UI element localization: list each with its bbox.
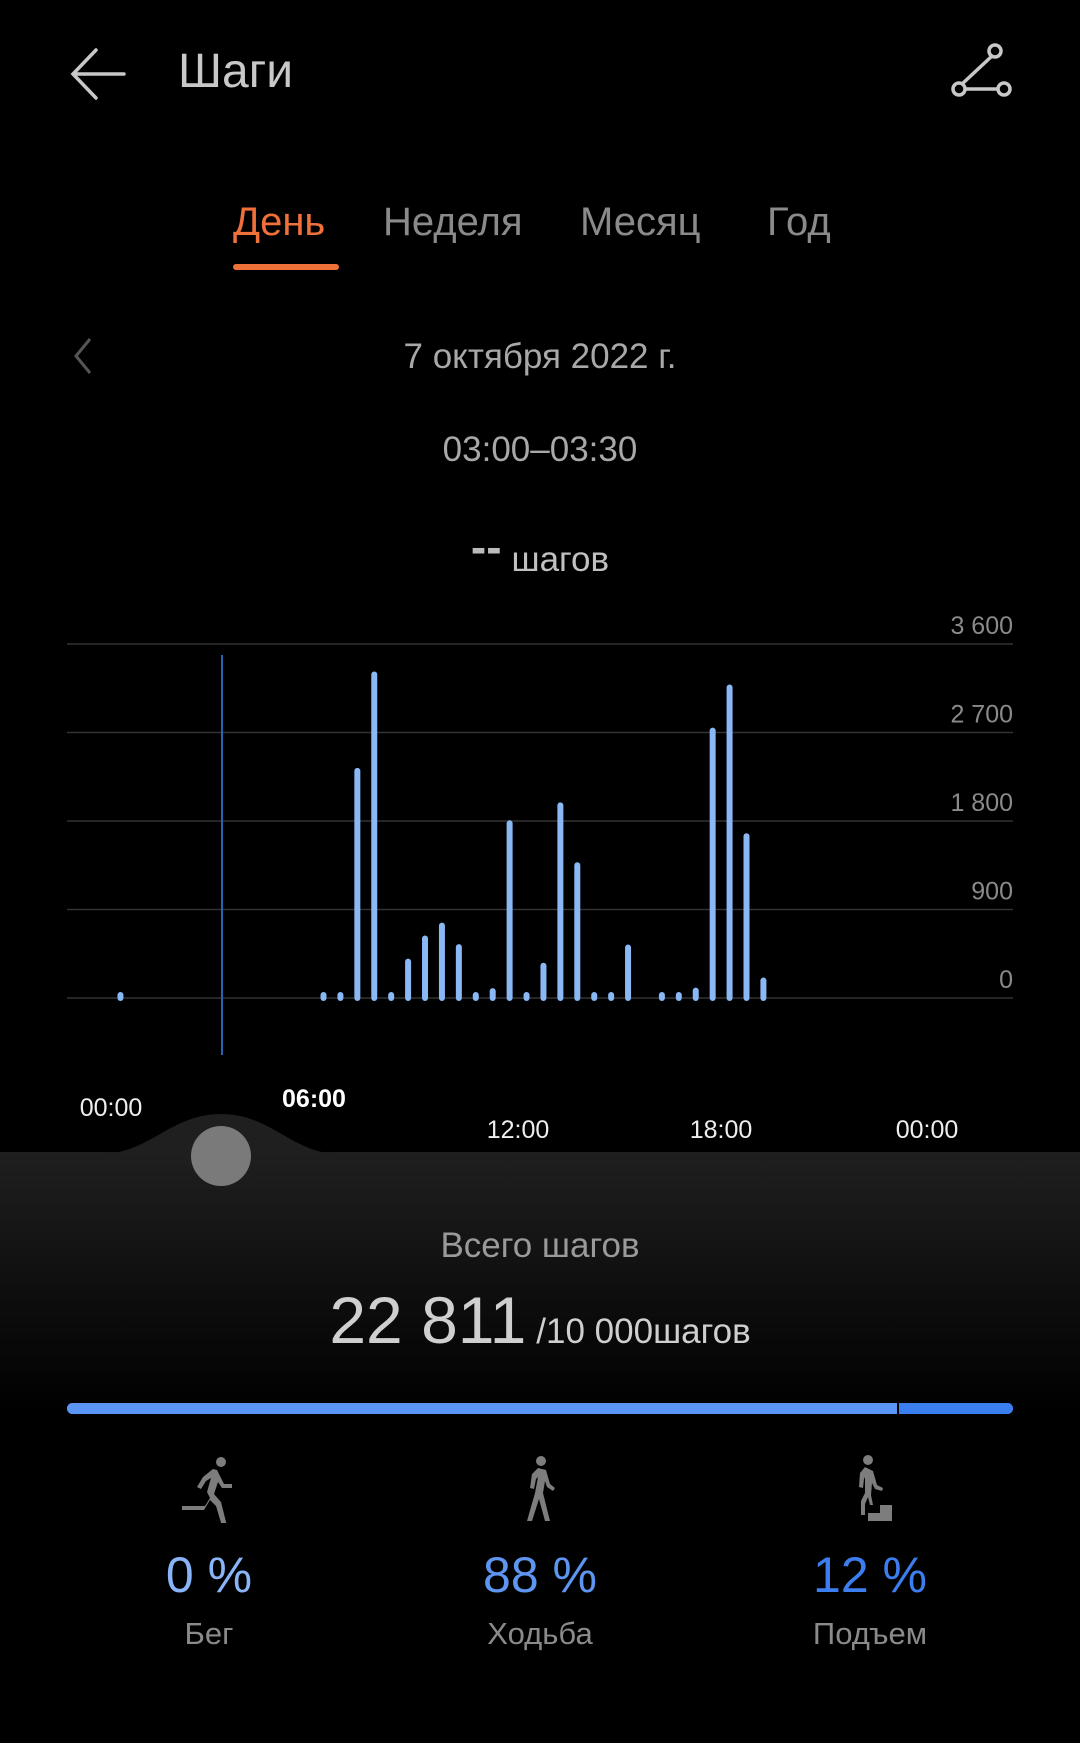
bar[interactable] — [625, 944, 632, 1001]
share-icon — [951, 43, 1012, 97]
running-label: Бег — [184, 1616, 234, 1651]
bar[interactable] — [608, 992, 615, 1001]
bar[interactable] — [405, 958, 412, 1001]
selected-value: -- шагов — [0, 520, 1080, 580]
back-button[interactable] — [68, 44, 128, 104]
x-tick-1: 06:00 — [282, 1085, 346, 1113]
tab-year[interactable]: Год — [767, 200, 831, 244]
x-tick-2: 12:00 — [486, 1116, 550, 1144]
y-tick-label: 900 — [971, 878, 1013, 906]
bar[interactable] — [591, 992, 598, 1001]
y-tick-label: 3 600 — [950, 612, 1013, 640]
running-percent: 0 % — [165, 1547, 253, 1603]
bar[interactable] — [354, 767, 361, 1001]
y-tick-label: 2 700 — [950, 701, 1013, 729]
bar[interactable] — [675, 992, 682, 1001]
bar[interactable] — [743, 833, 750, 1001]
share-button[interactable] — [948, 42, 1014, 102]
walking-label: Ходьба — [487, 1616, 593, 1651]
tab-day[interactable]: День — [233, 200, 326, 244]
bar[interactable] — [692, 987, 699, 1001]
bar[interactable] — [506, 820, 513, 1001]
walking-segment — [67, 1403, 900, 1414]
bar[interactable] — [422, 935, 429, 1001]
activity-running: 0 % Бег — [59, 1455, 359, 1652]
running-icon — [182, 1457, 232, 1526]
total-steps-label: Всего шагов — [440, 1226, 640, 1265]
previous-day-button[interactable] — [68, 336, 98, 376]
bar[interactable] — [489, 988, 496, 1001]
steps-unit: шагов — [511, 540, 610, 579]
walking-icon — [527, 1456, 555, 1521]
activity-walking: 88 % Ходьба — [390, 1455, 690, 1652]
bar[interactable] — [557, 802, 564, 1001]
activity-progress-bar — [67, 1403, 1013, 1414]
bar[interactable] — [709, 727, 716, 1001]
date-label: 7 октября 2022 г. — [403, 337, 677, 376]
y-tick-label: 1 800 — [950, 789, 1013, 817]
tab-week[interactable]: Неделя — [383, 200, 523, 244]
bar[interactable] — [117, 992, 124, 1001]
page-title: Шаги — [178, 45, 294, 98]
bar[interactable] — [574, 862, 581, 1001]
bar[interactable] — [726, 684, 733, 1001]
bar[interactable] — [388, 992, 395, 1001]
bar[interactable] — [455, 944, 462, 1001]
bar[interactable] — [523, 992, 530, 1001]
time-slider-handle[interactable] — [191, 1126, 251, 1186]
summary-panel — [0, 1152, 1080, 1412]
x-tick-3: 18:00 — [689, 1116, 753, 1144]
bar[interactable] — [658, 992, 665, 1001]
activity-climbing: 12 % Подъем — [720, 1455, 1020, 1652]
bar[interactable] — [540, 962, 547, 1001]
tab-month[interactable]: Месяц — [580, 200, 701, 244]
y-tick-label: 0 — [999, 966, 1013, 994]
bar[interactable] — [438, 922, 445, 1001]
selected-range: 03:00–03:30 — [442, 430, 638, 469]
bar[interactable] — [760, 977, 767, 1001]
x-tick-0: 00:00 — [79, 1094, 143, 1122]
chevron-left-icon — [74, 338, 92, 374]
steps-goal: /10 000шагов — [536, 1312, 751, 1351]
active-tab-indicator — [233, 264, 339, 270]
steps-chart[interactable]: 3 600 2 700 1 800 900 0 — [0, 600, 1080, 1160]
bar[interactable] — [472, 992, 479, 1001]
climbing-segment — [899, 1403, 1013, 1414]
climbing-percent: 12 % — [813, 1547, 927, 1603]
bar[interactable] — [371, 671, 378, 1001]
climbing-label: Подъем — [812, 1616, 928, 1651]
total-steps: 22 811/10 000шагов — [0, 1282, 1080, 1358]
total-steps-value: 22 811 — [329, 1283, 527, 1357]
selected-steps: -- — [470, 521, 502, 573]
walking-percent: 88 % — [483, 1547, 597, 1603]
arrow-left-icon — [70, 48, 126, 100]
bar[interactable] — [337, 992, 344, 1001]
climbing-icon — [852, 1455, 892, 1521]
bar[interactable] — [320, 992, 327, 1001]
x-tick-4: 00:00 — [895, 1116, 959, 1144]
